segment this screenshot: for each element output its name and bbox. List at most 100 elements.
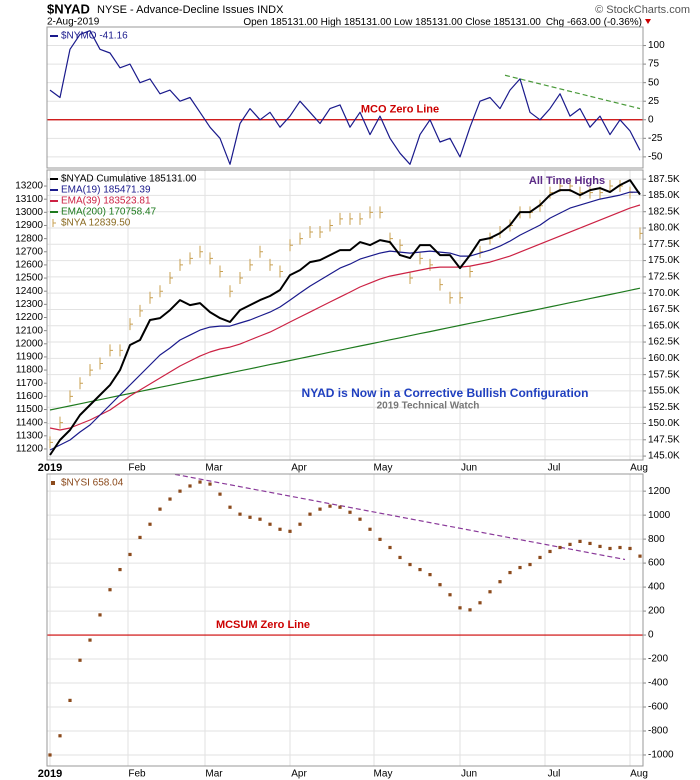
y-tick-label: 600 — [648, 558, 665, 569]
dot — [548, 549, 552, 554]
dot — [278, 527, 282, 531]
price-bar — [219, 265, 223, 278]
series-line — [49, 204, 641, 431]
legend-label: $NYSI 658.04 — [61, 478, 124, 489]
y-tick-label: 50 — [648, 77, 660, 88]
y-tick-label: 145.0K — [648, 451, 680, 462]
dot — [178, 489, 182, 493]
dot — [338, 505, 342, 509]
dot — [638, 554, 642, 558]
x-tick-label: Apr — [291, 769, 307, 780]
y2-tick-label: 11600 — [16, 391, 44, 402]
y2-tick-label: 12700 — [15, 246, 43, 257]
y2-tick-label: 12600 — [15, 260, 43, 271]
description: NYSE - Advance-Decline Issues INDX — [97, 4, 284, 16]
legend-label: $NYAD Cumulative 185131.00 — [61, 174, 197, 185]
x-tick-label: Feb — [128, 463, 146, 474]
quote: Open 185131.00 High 185131.00 Low 185131… — [243, 17, 642, 28]
trendline — [504, 74, 641, 110]
price-bar — [259, 245, 263, 258]
dot — [498, 580, 502, 584]
panel-border — [46, 26, 644, 169]
dot — [348, 510, 352, 514]
y2-tick-label: 11500 — [16, 404, 44, 415]
price-bar — [269, 258, 273, 271]
symbol: $NYAD — [47, 1, 90, 16]
y2-tick-label: 11800 — [16, 365, 44, 376]
y-tick-label: 0 — [648, 114, 654, 125]
price-bar — [149, 291, 153, 304]
price-bar — [129, 318, 133, 331]
y2-tick-label: 12200 — [15, 312, 43, 323]
y-tick-label: 170.0K — [648, 288, 680, 299]
dot — [468, 608, 472, 612]
x-tick-label: Mar — [205, 769, 223, 780]
legend-label: EMA(19) 185471.39 — [61, 185, 151, 196]
price-bar — [399, 239, 403, 252]
y2-tick-label: 11200 — [16, 444, 44, 455]
dot — [568, 542, 572, 546]
dot — [48, 753, 52, 757]
y-tick-label: 160.0K — [648, 353, 680, 364]
dot — [58, 734, 62, 738]
price-bar — [429, 258, 433, 271]
price-bar — [379, 206, 383, 219]
dot — [198, 480, 202, 484]
y2-tick-label: 12900 — [15, 220, 43, 231]
x-tick-label: Mar — [205, 463, 223, 474]
dot — [508, 570, 512, 575]
panel — [47, 170, 643, 460]
dot — [138, 535, 142, 540]
dot — [228, 505, 232, 509]
price-bar — [469, 265, 473, 278]
price-bar — [309, 226, 313, 239]
y-tick-label: -25 — [648, 133, 663, 144]
dot — [388, 545, 392, 550]
y-tick-label: 200 — [648, 606, 665, 617]
legend-label: $NYA 12839.50 — [61, 218, 131, 229]
x-tick-label: Jul — [548, 769, 561, 780]
dot — [448, 593, 452, 597]
price-bar — [189, 252, 193, 265]
dot — [358, 517, 362, 521]
dot — [608, 546, 612, 551]
dot — [248, 515, 252, 519]
legend-label: EMA(39) 183523.81 — [61, 196, 151, 207]
y-tick-label: -800 — [648, 726, 668, 737]
change: Chg -663.00 (-0.36%) — [546, 17, 642, 28]
panel — [47, 474, 643, 766]
y-tick-label: -400 — [648, 678, 668, 689]
annotation: All Time Highs — [529, 175, 605, 187]
dot — [318, 507, 322, 511]
x-tick-label: 2019 — [38, 768, 62, 780]
x-tick-label: Feb — [128, 769, 146, 780]
price-bar — [299, 232, 303, 245]
x-tick-label: May — [374, 463, 393, 474]
y2-tick-label: 12000 — [15, 338, 43, 349]
dot — [398, 555, 402, 560]
y-tick-label: 167.5K — [648, 304, 680, 315]
series-line — [49, 30, 641, 165]
dot — [268, 522, 272, 526]
price-bar — [79, 377, 83, 390]
annotation: 2019 Technical Watch — [377, 401, 480, 412]
price-bar — [209, 252, 213, 265]
x-tick-label: Aug — [630, 463, 648, 474]
dot — [218, 492, 222, 496]
legend-label: EMA(200) 170758.47 — [61, 207, 157, 218]
y-tick-label: 152.5K — [648, 402, 680, 413]
dot — [408, 562, 412, 567]
y2-tick-label: 11400 — [16, 417, 44, 428]
dot — [158, 507, 162, 511]
panel-border — [46, 169, 644, 461]
dot — [208, 482, 212, 486]
y-tick-label: 180.0K — [648, 223, 680, 234]
dot — [488, 590, 492, 594]
y-tick-label: 175.0K — [648, 255, 680, 266]
y2-tick-label: 13100 — [15, 194, 43, 205]
down-arrow — [645, 19, 651, 24]
dot — [108, 588, 112, 592]
trendline — [174, 473, 626, 561]
dot — [88, 638, 92, 642]
price-bar — [109, 344, 113, 357]
